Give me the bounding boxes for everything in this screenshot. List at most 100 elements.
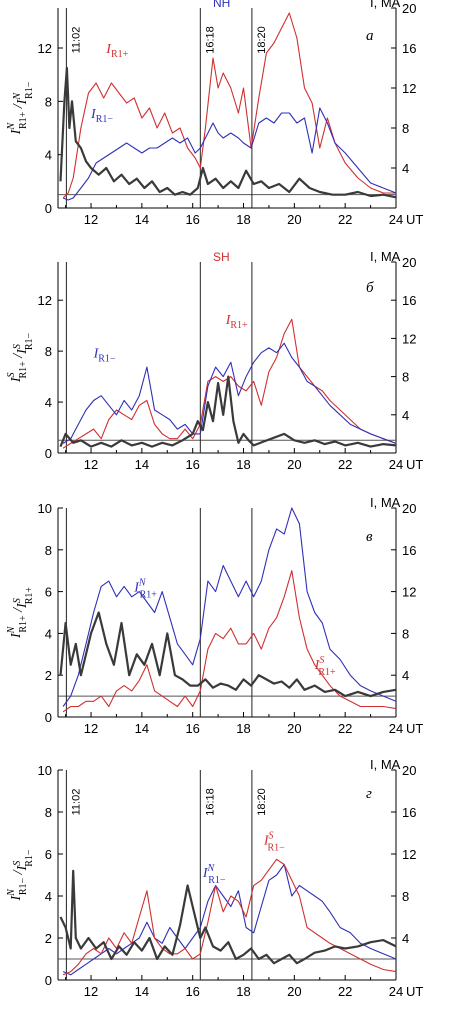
y2-tick-label: 16	[402, 41, 416, 56]
y-tick-label: 4	[45, 395, 52, 410]
y2-tick-label: 16	[402, 543, 416, 558]
y-tick-label: 4	[45, 889, 52, 904]
panel-letter: в	[366, 529, 373, 545]
panel-letter: а	[366, 28, 374, 44]
event-line-label: 16:18	[204, 26, 216, 54]
x-unit: UT	[406, 984, 423, 999]
y-tick-label: 0	[45, 710, 52, 725]
x-tick-label: 22	[338, 212, 352, 227]
y2-tick-label: 8	[402, 370, 409, 385]
y2-label: I, MA	[370, 249, 401, 264]
series-ratio	[59, 611, 397, 698]
y2-label: I, MA	[370, 757, 401, 772]
y-tick-label: 0	[45, 446, 52, 461]
series-label: IN R1−	[202, 863, 226, 886]
series-label: IR1+	[105, 42, 128, 60]
series-label: IR1−	[93, 347, 116, 365]
y-tick-label: 8	[45, 344, 52, 359]
y2-tick-label: 4	[402, 161, 409, 176]
y2-tick-label: 4	[402, 668, 409, 683]
series-i-s-r1-	[62, 858, 397, 976]
panel-letter: г	[366, 786, 372, 802]
y2-tick-label: 16	[402, 805, 416, 820]
y-tick-label: 0	[45, 973, 52, 988]
y-label-text: INR1+ /ISR1+	[6, 587, 35, 639]
x-tick-label: 24	[389, 721, 403, 736]
y2-label: I, MA	[370, 0, 401, 10]
y2-tick-label: 20	[402, 255, 416, 270]
y-tick-label: 10	[38, 501, 52, 516]
x-tick-label: 14	[135, 721, 149, 736]
x-tick-label: 12	[84, 721, 98, 736]
y-tick-label: 4	[45, 626, 52, 641]
y-tick-label: 12	[38, 41, 52, 56]
y2-tick-label: 4	[402, 931, 409, 946]
x-tick-label: 14	[135, 457, 149, 472]
y-tick-label: 12	[38, 293, 52, 308]
y-label-text: INR1− /ISR1−	[6, 849, 35, 901]
event-line-label: 11:02	[70, 789, 82, 816]
y2-tick-label: 4	[402, 408, 409, 423]
series-label: IS R1−	[263, 831, 285, 854]
y-tick-label: 4	[45, 148, 52, 163]
series-i-r1-	[62, 107, 397, 201]
event-line-label: 16:18	[204, 788, 216, 816]
series-i-n-r1-	[62, 507, 397, 707]
y-tick-label: 8	[45, 543, 52, 558]
x-unit: UT	[406, 212, 423, 227]
x-tick-label: 18	[236, 212, 250, 227]
y-tick-label: 0	[45, 201, 52, 216]
x-tick-label: 18	[236, 457, 250, 472]
y-label-text: INR1+ /INR1−	[6, 81, 35, 135]
y2-tick-label: 12	[402, 847, 416, 862]
series-label: IS R1+	[314, 655, 336, 678]
x-tick-label: 22	[338, 721, 352, 736]
y-label: INR1− /ISR1−	[6, 849, 35, 901]
y-label-text: ISR1+ /ISR1−	[6, 332, 35, 383]
y2-tick-label: 12	[402, 585, 416, 600]
x-tick-label: 18	[236, 721, 250, 736]
y2-tick-label: 8	[402, 626, 409, 641]
y2-tick-label: 8	[402, 121, 409, 136]
y2-tick-label: 16	[402, 293, 416, 308]
series-i-s-r1-	[62, 570, 397, 713]
series-i-r1-	[62, 12, 396, 199]
y2-tick-label: 12	[402, 81, 416, 96]
y-tick-label: 10	[38, 763, 52, 778]
x-tick-label: 20	[287, 984, 301, 999]
y-tick-label: 8	[45, 805, 52, 820]
x-unit: UT	[406, 457, 423, 472]
x-tick-label: 24	[389, 984, 403, 999]
y2-label: I, MA	[370, 495, 401, 510]
event-line-label: 18:20	[256, 788, 268, 816]
y2-tick-label: 20	[402, 763, 416, 778]
y2-tick-label: 20	[402, 501, 416, 516]
y-label: INR1+ /INR1−	[6, 81, 35, 135]
x-tick-label: 22	[338, 984, 352, 999]
hemisphere-label: NH	[213, 0, 230, 10]
x-tick-label: 16	[185, 984, 199, 999]
y2-tick-label: 20	[402, 1, 416, 16]
x-tick-label: 12	[84, 212, 98, 227]
y-tick-label: 8	[45, 94, 52, 109]
panel-letter: б	[366, 280, 374, 296]
x-tick-label: 20	[287, 721, 301, 736]
x-tick-label: 14	[135, 212, 149, 227]
series-label: IN R1+	[133, 578, 157, 601]
y-label: ISR1+ /ISR1−	[6, 332, 35, 383]
y-tick-label: 6	[45, 585, 52, 600]
x-unit: UT	[406, 721, 423, 736]
series-label: IR1−	[90, 107, 113, 125]
event-line-label: 18:20	[256, 26, 268, 54]
x-tick-label: 22	[338, 457, 352, 472]
x-tick-label: 20	[287, 457, 301, 472]
event-line-label: 11:02	[70, 27, 82, 54]
series-i-r1-	[62, 342, 397, 444]
x-tick-label: 16	[185, 721, 199, 736]
x-tick-label: 18	[236, 984, 250, 999]
hemisphere-label: SH	[213, 250, 230, 264]
